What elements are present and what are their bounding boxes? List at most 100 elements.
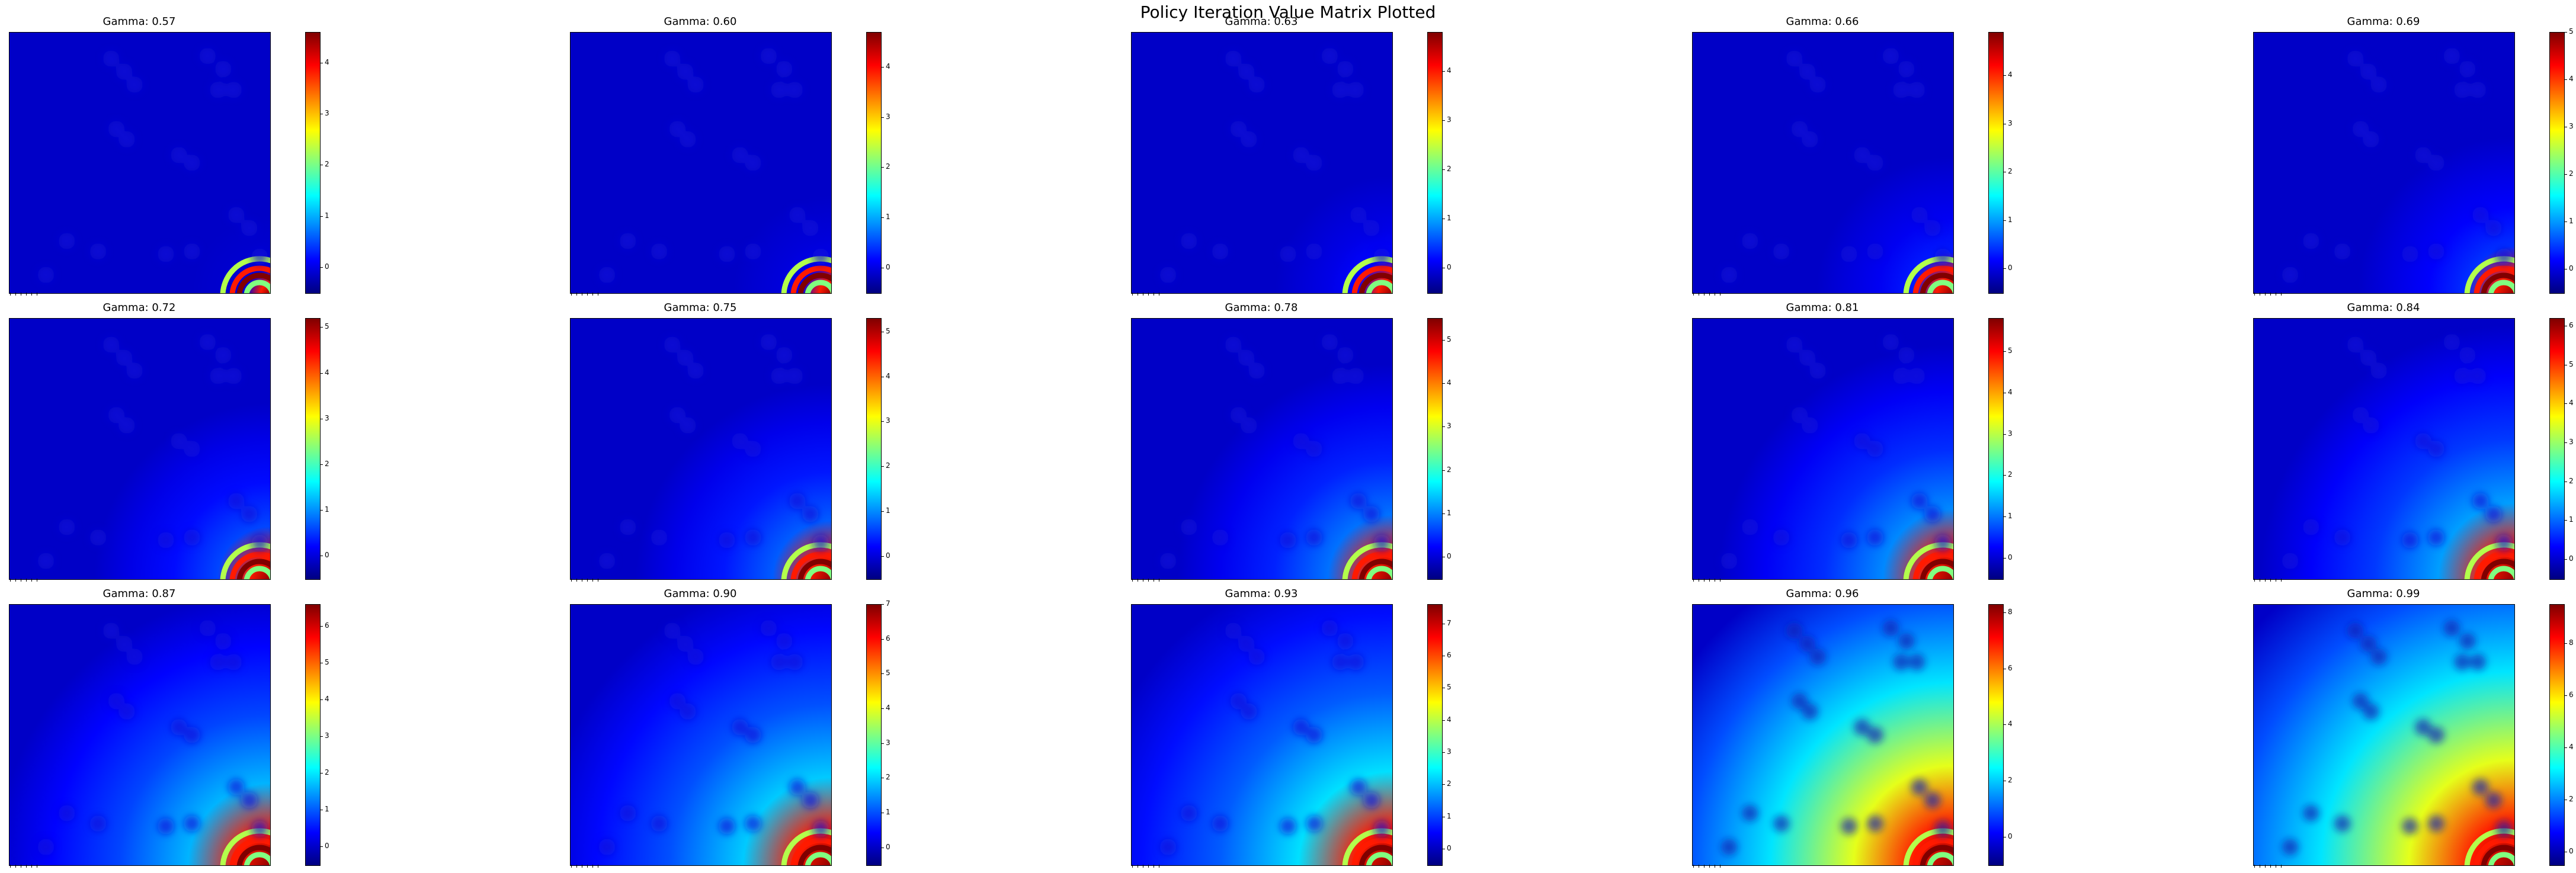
obstacle-spot [58, 805, 75, 821]
colorbar-tick-label: 0 [2569, 847, 2574, 855]
colorbar-tick-mark [1442, 720, 1445, 721]
colorbar-tick-mark [881, 167, 884, 168]
colorbar-tick-label: 0 [1447, 263, 1452, 272]
obstacle-spot [1791, 692, 1808, 710]
obstacle-spot [210, 653, 226, 670]
goal-ring [229, 837, 270, 865]
subplot-title: Gamma: 0.87 [102, 588, 176, 600]
x-tick [587, 293, 588, 296]
colorbar-tick-label: 1 [325, 805, 329, 814]
obstacle-spot [108, 120, 125, 137]
goal-ring [229, 265, 270, 293]
goal-ring [2474, 265, 2514, 293]
obstacle-spot [1908, 367, 1925, 384]
colorbar-tick-mark [2564, 174, 2567, 175]
x-tick [576, 579, 577, 582]
obstacle-spot [1280, 818, 1296, 835]
obstacle-spot [2370, 362, 2388, 379]
x-tick [31, 579, 32, 582]
obstacle-spot [1911, 207, 1928, 223]
obstacle-spot [1908, 653, 1925, 670]
obstacle-spot [171, 718, 187, 736]
colorbar-tick-mark [1442, 71, 1445, 72]
value-heatmap [1692, 32, 1954, 294]
colorbar-tick-label: 4 [1447, 66, 1452, 75]
colorbar-tick-mark [2003, 516, 2006, 518]
colorbar-tick-label: 8 [2008, 608, 2013, 617]
obstacle-spot [2469, 367, 2487, 384]
obstacle-spot [1238, 63, 1255, 80]
colorbar-tick-mark [2003, 475, 2006, 476]
obstacle-spot [1882, 47, 1899, 65]
obstacle-spot [651, 815, 668, 832]
goal-ring [1912, 265, 1953, 293]
obstacle-spot [171, 432, 187, 450]
obstacle-spot [2352, 406, 2369, 423]
goal-ring [1359, 845, 1392, 865]
colorbar-tick-label: 6 [325, 621, 329, 630]
obstacle-spot [116, 636, 133, 652]
colorbar-tick-label: 0 [2569, 554, 2574, 563]
obstacle-spot [184, 727, 200, 743]
colorbar [1988, 32, 2004, 294]
obstacle-spot [2485, 220, 2502, 236]
obstacle-spot [1720, 267, 1738, 284]
obstacle-spot [2495, 248, 2513, 265]
colorbar-tick-label: 3 [2569, 438, 2574, 447]
x-tick [576, 293, 577, 296]
obstacle-spot [2469, 81, 2487, 98]
obstacle-spot [2302, 233, 2319, 249]
obstacle-spot [2282, 553, 2299, 570]
obstacle-spot [1337, 633, 1354, 650]
obstacle-spot [719, 818, 735, 835]
obstacle-spot [664, 622, 681, 639]
obstacle-spot [2363, 131, 2379, 148]
colorbar-tick-label: 3 [2008, 118, 2013, 127]
colorbar-tick-label: 4 [1447, 715, 1452, 724]
x-tick [15, 293, 16, 296]
obstacle-spot [184, 529, 200, 546]
colorbar [1427, 32, 1443, 294]
goal-ring [790, 837, 831, 865]
obstacle-spot [126, 649, 143, 665]
obstacle-spot [745, 727, 761, 743]
obstacle-spot [732, 146, 748, 163]
obstacle-spot [732, 718, 748, 736]
obstacle-spot [37, 267, 55, 284]
obstacle-spot [1924, 792, 1941, 808]
goal-ring [1927, 566, 1953, 579]
obstacle-spot [126, 362, 143, 379]
obstacle-spot [1241, 131, 1257, 148]
colorbar [305, 604, 321, 866]
obstacle-spot [241, 506, 258, 522]
obstacle-spot [2363, 703, 2379, 720]
obstacle-spot [1363, 220, 1380, 236]
x-tick [15, 865, 16, 868]
obstacle-spot [789, 779, 806, 795]
obstacle-spot [199, 333, 216, 351]
subplot-title: Gamma: 0.66 [1786, 15, 1859, 28]
value-heatmap [1692, 604, 1954, 866]
obstacle-spot [2472, 493, 2489, 509]
value-heatmap [9, 32, 271, 294]
colorbar-tick-label: 4 [325, 57, 329, 66]
obstacle-spot [1802, 703, 1818, 720]
goal-ring [1920, 559, 1953, 579]
obstacle-spot [1741, 233, 1758, 249]
obstacle-spot [1293, 146, 1309, 163]
goal-ring [1351, 551, 1392, 579]
colorbar-tick-label: 4 [2569, 75, 2574, 83]
colorbar [866, 318, 882, 580]
colorbar-tick-label: 1 [2008, 215, 2013, 224]
colorbar-tick-mark [2003, 558, 2006, 559]
obstacle-spot [1241, 703, 1257, 720]
value-heatmap [9, 604, 271, 866]
colorbar [2549, 318, 2565, 580]
obstacle-spot [664, 336, 681, 353]
obstacle-spot [786, 81, 803, 98]
obstacle-spot [118, 417, 135, 434]
colorbar-tick-label: 6 [886, 634, 890, 643]
obstacle-spot [1773, 815, 1790, 832]
colorbar-tick-label: 2 [2569, 795, 2574, 803]
obstacle-spot [118, 131, 135, 148]
